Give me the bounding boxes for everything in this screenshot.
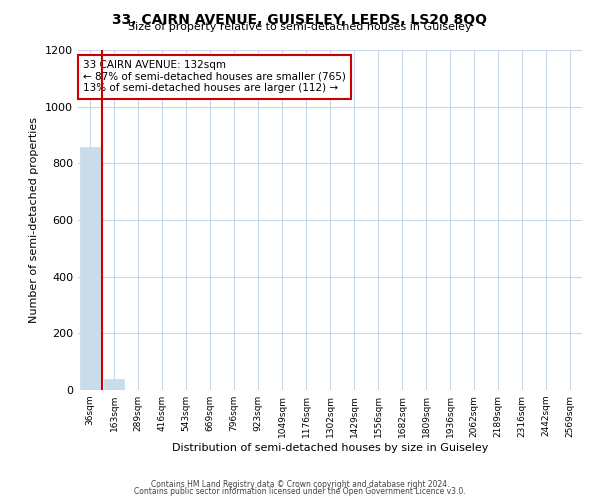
Bar [80, 147, 100, 390]
Text: Contains HM Land Registry data © Crown copyright and database right 2024.: Contains HM Land Registry data © Crown c… [151, 480, 449, 489]
Bar [104, 378, 124, 390]
Text: 33, CAIRN AVENUE, GUISELEY, LEEDS, LS20 8QQ: 33, CAIRN AVENUE, GUISELEY, LEEDS, LS20 … [113, 12, 487, 26]
Text: Contains public sector information licensed under the Open Government Licence v3: Contains public sector information licen… [134, 487, 466, 496]
Text: Size of property relative to semi-detached houses in Guiseley: Size of property relative to semi-detach… [128, 22, 472, 32]
Text: 33 CAIRN AVENUE: 132sqm
← 87% of semi-detached houses are smaller (765)
13% of s: 33 CAIRN AVENUE: 132sqm ← 87% of semi-de… [83, 60, 346, 94]
Y-axis label: Number of semi-detached properties: Number of semi-detached properties [29, 117, 40, 323]
X-axis label: Distribution of semi-detached houses by size in Guiseley: Distribution of semi-detached houses by … [172, 442, 488, 452]
